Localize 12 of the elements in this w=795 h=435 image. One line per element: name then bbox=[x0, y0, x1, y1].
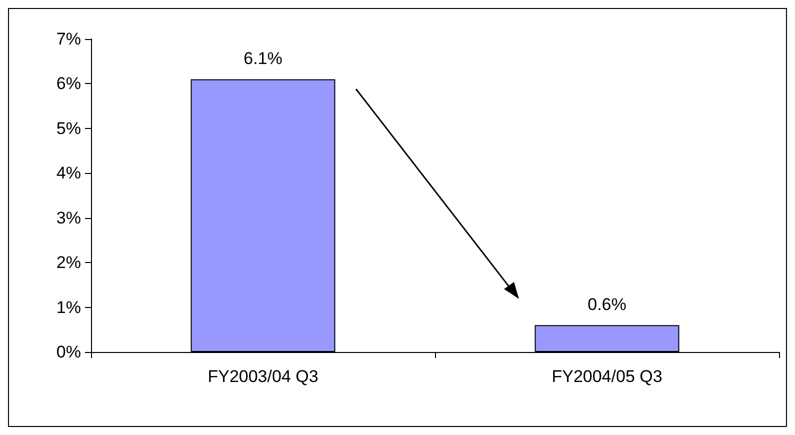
y-tick-label: 5% bbox=[56, 118, 81, 138]
y-tick-label: 1% bbox=[56, 298, 81, 317]
y-tick-label: 2% bbox=[56, 253, 81, 272]
x-tick-label: FY2003/04 Q3 bbox=[208, 367, 318, 386]
y-tick-label: 7% bbox=[56, 30, 81, 48]
y-tick-label: 3% bbox=[56, 208, 81, 228]
y-tick-label: 4% bbox=[56, 164, 81, 183]
y-tick-label: 0% bbox=[56, 342, 81, 362]
y-tick-label: 6% bbox=[56, 74, 81, 94]
data-label: 6.1% bbox=[244, 49, 282, 68]
data-label: 0.6% bbox=[588, 295, 626, 314]
x-tick-label: FY2004/05 Q3 bbox=[552, 367, 662, 386]
